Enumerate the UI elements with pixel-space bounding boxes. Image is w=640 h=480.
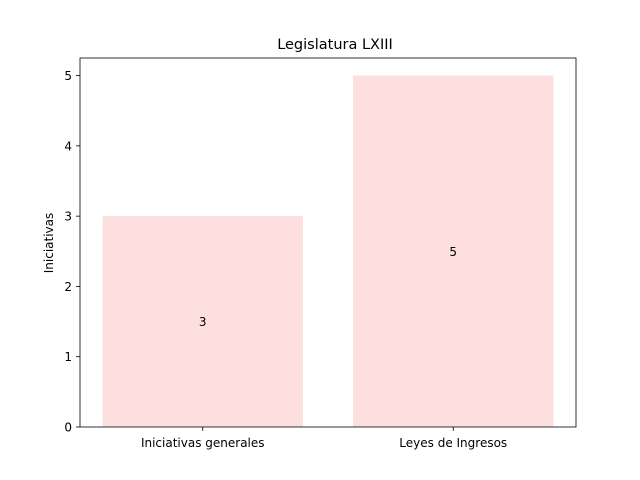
y-tick-label-3: 3 — [64, 210, 72, 224]
bar-value-label-1: 5 — [449, 245, 457, 259]
plot-frame — [79, 57, 577, 428]
chart-title: Legislatura LXIII — [277, 37, 393, 53]
bar-value-label-0: 3 — [199, 315, 207, 329]
y-tick-label-0: 0 — [64, 421, 72, 435]
axes-layer: Iniciativas generales Leyes de Ingresos 0 1… — [64, 57, 577, 450]
y-axis-label: Iniciativas — [42, 213, 56, 274]
data-labels-layer: 35 — [199, 245, 457, 329]
y-tick-label-4: 4 — [64, 139, 72, 153]
y-tick-label-1: 1 — [64, 350, 72, 364]
y-tick-label-5: 5 — [64, 69, 72, 83]
bars-layer — [102, 75, 554, 428]
x-tick-label-1: Leyes de Ingresos — [399, 436, 507, 450]
bar-0 — [102, 216, 303, 427]
x-tick-label-0: Iniciativas generales — [141, 436, 265, 450]
bar-1 — [353, 75, 554, 428]
y-tick-label-2: 2 — [64, 280, 72, 294]
